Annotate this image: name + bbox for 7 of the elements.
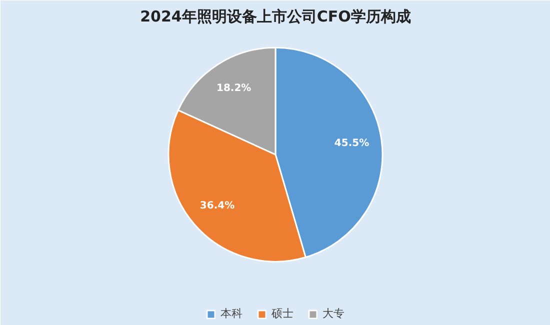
data-label: 45.5% <box>334 138 370 149</box>
legend-label: 硕士 <box>272 306 294 321</box>
data-label: 36.4% <box>200 200 235 212</box>
legend-label: 大专 <box>322 306 344 321</box>
chart-title: 2024年照明设备上市公司CFO学历构成 <box>140 8 411 26</box>
data-label: 18.2% <box>216 83 252 94</box>
legend-label: 本科 <box>220 306 242 321</box>
